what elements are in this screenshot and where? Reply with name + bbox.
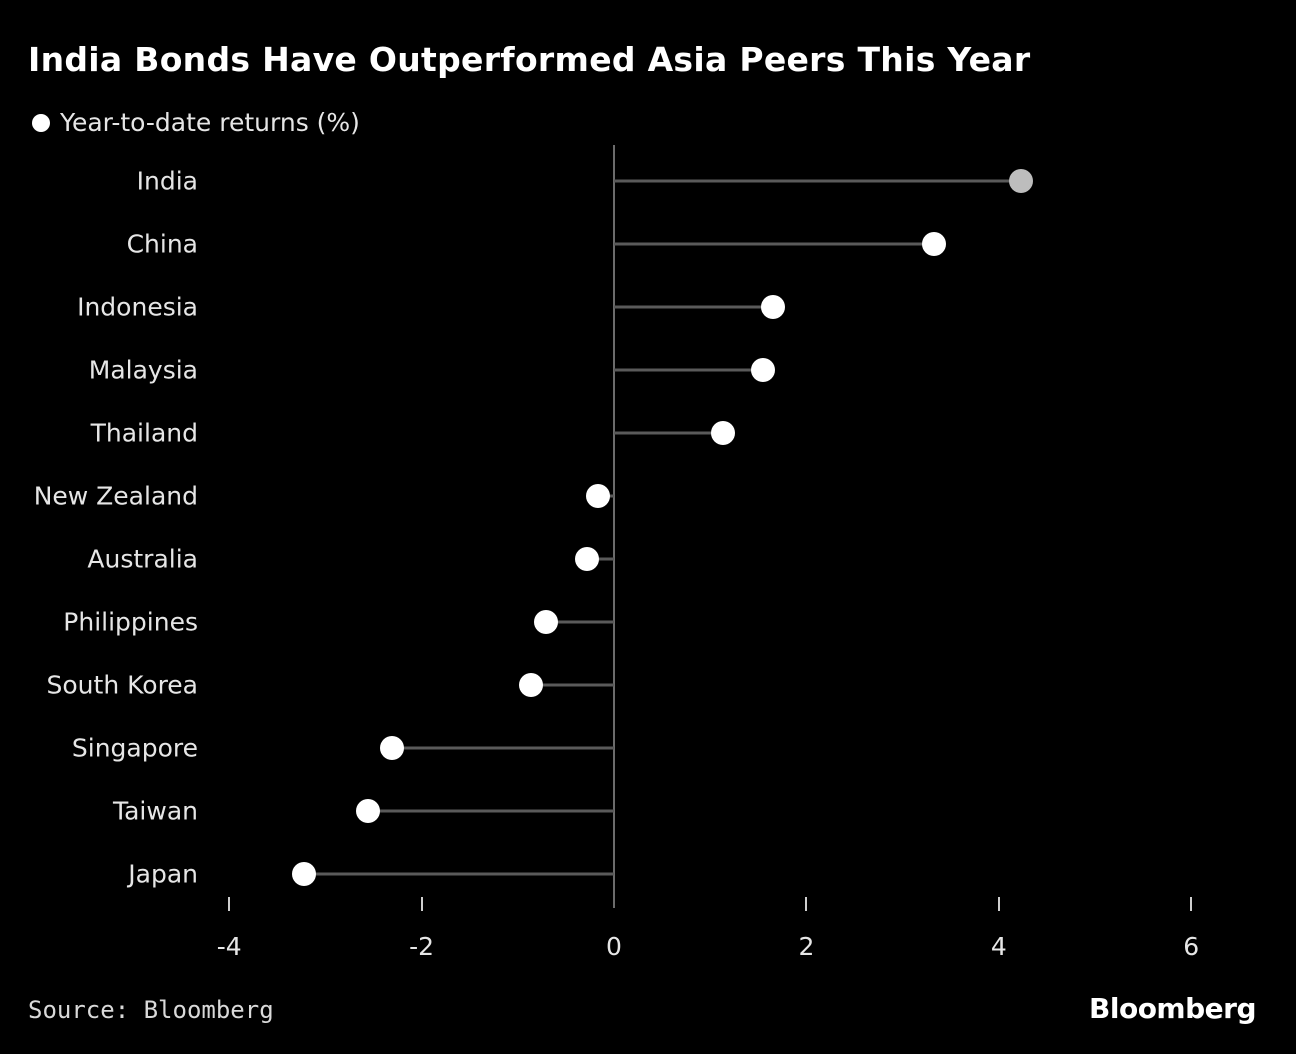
data-point bbox=[519, 673, 544, 697]
data-point bbox=[922, 232, 947, 256]
data-point bbox=[575, 547, 600, 571]
lollipop-stem bbox=[614, 179, 1021, 183]
data-point bbox=[751, 358, 776, 382]
legend-dot-icon bbox=[32, 113, 50, 132]
lollipop-stem bbox=[367, 809, 614, 813]
x-tick-label: 6 bbox=[1183, 932, 1200, 961]
x-tick bbox=[228, 897, 231, 911]
category-label: Japan bbox=[128, 859, 198, 889]
x-tick bbox=[997, 897, 1000, 911]
chart-title: India Bonds Have Outperformed Asia Peers… bbox=[28, 40, 1031, 79]
category-label: Australia bbox=[87, 544, 198, 574]
lollipop-stem bbox=[614, 431, 723, 435]
lollipop-stem bbox=[304, 872, 614, 876]
category-label: Singapore bbox=[71, 733, 198, 763]
legend: Year-to-date returns (%) bbox=[32, 108, 360, 137]
data-point bbox=[533, 610, 558, 634]
x-tick-label: 0 bbox=[606, 932, 622, 961]
category-label: China bbox=[126, 229, 198, 259]
lollipop-stem bbox=[614, 305, 773, 309]
data-point bbox=[585, 484, 610, 508]
lollipop-stem bbox=[587, 557, 614, 561]
lollipop-stem bbox=[391, 746, 614, 750]
lollipop-stem bbox=[545, 620, 614, 624]
data-point bbox=[355, 799, 380, 823]
legend-label: Year-to-date returns (%) bbox=[60, 108, 360, 137]
x-tick bbox=[805, 897, 808, 911]
category-label: South Korea bbox=[46, 670, 198, 700]
x-tick bbox=[1190, 897, 1193, 911]
data-point bbox=[379, 736, 404, 760]
x-tick-label: 2 bbox=[798, 932, 815, 961]
category-label: Taiwan bbox=[112, 796, 198, 826]
zero-axis-line bbox=[613, 145, 615, 908]
x-tick-label: -2 bbox=[409, 932, 435, 961]
category-label: Thailand bbox=[90, 418, 198, 448]
x-tick-label: -4 bbox=[216, 932, 242, 961]
data-point bbox=[710, 421, 735, 445]
lollipop-stem bbox=[614, 242, 935, 246]
data-point bbox=[292, 862, 317, 886]
category-label: Malaysia bbox=[88, 355, 198, 385]
lollipop-stem bbox=[614, 368, 764, 372]
category-label: Philippines bbox=[63, 607, 198, 637]
x-tick bbox=[420, 897, 423, 911]
category-label: New Zealand bbox=[33, 481, 198, 511]
source-note: Source: Bloomberg bbox=[28, 996, 274, 1024]
data-point bbox=[760, 295, 785, 319]
category-label: Indonesia bbox=[77, 292, 198, 322]
bloomberg-logo: Bloomberg bbox=[1089, 992, 1256, 1025]
lollipop-stem bbox=[531, 683, 614, 687]
x-tick-label: 4 bbox=[990, 932, 1007, 961]
data-point bbox=[1008, 169, 1033, 193]
category-label: India bbox=[136, 166, 198, 196]
